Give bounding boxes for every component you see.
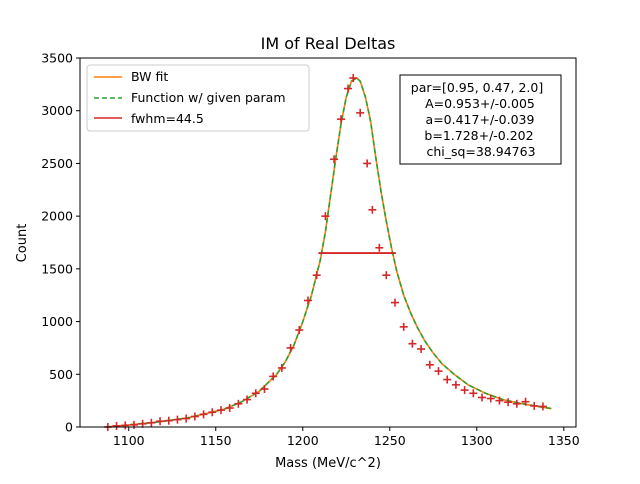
x-axis: 1100 1150 1200 1250 1300 1350 <box>113 427 580 448</box>
data-point <box>382 271 391 280</box>
y-tick-label: 500 <box>49 367 73 382</box>
data-point <box>164 416 173 425</box>
legend: BW fit Function w/ given param fwhm=44.5 <box>86 64 310 132</box>
x-tick-label: 1350 <box>548 433 580 448</box>
data-point <box>208 408 217 417</box>
fit-param-line-4: b=1.728+/-0.202 <box>424 128 533 143</box>
x-tick-label: 1100 <box>113 433 145 448</box>
data-point <box>260 385 269 394</box>
data-point <box>363 159 372 168</box>
x-tick-label: 1250 <box>374 433 406 448</box>
x-axis-label: Mass (MeV/c^2) <box>275 456 381 471</box>
data-point <box>375 243 384 252</box>
data-point <box>356 108 365 117</box>
y-tick-label: 3500 <box>41 51 73 66</box>
data-point <box>129 420 138 429</box>
y-tick-label: 2000 <box>41 209 73 224</box>
data-point <box>225 404 234 413</box>
data-point <box>243 395 252 404</box>
data-point <box>451 380 460 389</box>
data-point <box>399 322 408 331</box>
legend-label-fwhm: fwhm=44.5 <box>131 111 204 126</box>
data-point <box>112 421 121 430</box>
data-point <box>303 296 312 305</box>
data-point <box>277 363 286 372</box>
data-point <box>417 344 426 353</box>
axes-frame <box>79 57 577 428</box>
y-tick-label: 1000 <box>41 314 73 329</box>
y-tick-label: 1500 <box>41 261 73 276</box>
y-axis: 0 500 1000 1500 2000 2500 3000 3500 <box>41 51 80 435</box>
data-point <box>368 205 377 214</box>
x-tick-label: 1150 <box>200 433 232 448</box>
fit-param-line-5: chi_sq=38.94763 <box>426 144 535 159</box>
data-point <box>408 339 417 348</box>
fit-param-line-3: a=0.417+/-0.039 <box>426 112 535 127</box>
plot-area <box>103 74 552 431</box>
fit-param-line-1: par=[0.95, 0.47, 2.0] <box>411 80 543 95</box>
data-point <box>216 406 225 415</box>
data-point <box>521 397 530 406</box>
data-point <box>269 372 278 381</box>
data-point <box>147 418 156 427</box>
data-point <box>190 412 199 421</box>
data-point <box>425 360 434 369</box>
data-point <box>344 84 353 93</box>
data-point <box>330 155 339 164</box>
data-point <box>443 375 452 384</box>
data-point <box>478 393 487 402</box>
chart-title: IM of Real Deltas <box>261 34 396 53</box>
fit-parameters-box: par=[0.95, 0.47, 2.0] A=0.953+/-0.005 a=… <box>399 74 562 165</box>
data-point <box>295 326 304 335</box>
data-point <box>337 115 346 124</box>
data-point <box>504 398 513 407</box>
data-point <box>460 386 469 395</box>
data-point <box>251 389 260 398</box>
data-point <box>434 367 443 376</box>
x-tick-label: 1300 <box>461 433 493 448</box>
data-point <box>321 212 330 221</box>
data-point <box>234 399 243 408</box>
data-point <box>312 271 321 280</box>
y-tick-label: 3000 <box>41 103 73 118</box>
data-point <box>469 389 478 398</box>
data-point <box>512 399 521 408</box>
data-point <box>121 421 130 430</box>
data-point <box>286 343 295 352</box>
legend-label-given-param: Function w/ given param <box>131 90 286 105</box>
legend-label-bw-fit: BW fit <box>131 69 168 84</box>
x-tick-label: 1200 <box>287 433 319 448</box>
data-point <box>173 415 182 424</box>
y-axis-label: Count <box>15 224 30 263</box>
data-point <box>486 394 495 403</box>
data-point <box>156 417 165 426</box>
data-point <box>530 401 539 410</box>
data-point <box>182 414 191 423</box>
fit-parameters-frame <box>399 74 562 165</box>
fit-param-line-2: A=0.953+/-0.005 <box>425 96 535 111</box>
data-point <box>199 410 208 419</box>
data-point <box>538 402 547 411</box>
legend-frame <box>86 64 310 132</box>
data-point <box>391 298 400 307</box>
data-point <box>495 396 504 405</box>
y-tick-label: 2500 <box>41 156 73 171</box>
data-point <box>349 74 358 83</box>
y-tick-label: 0 <box>65 420 73 435</box>
